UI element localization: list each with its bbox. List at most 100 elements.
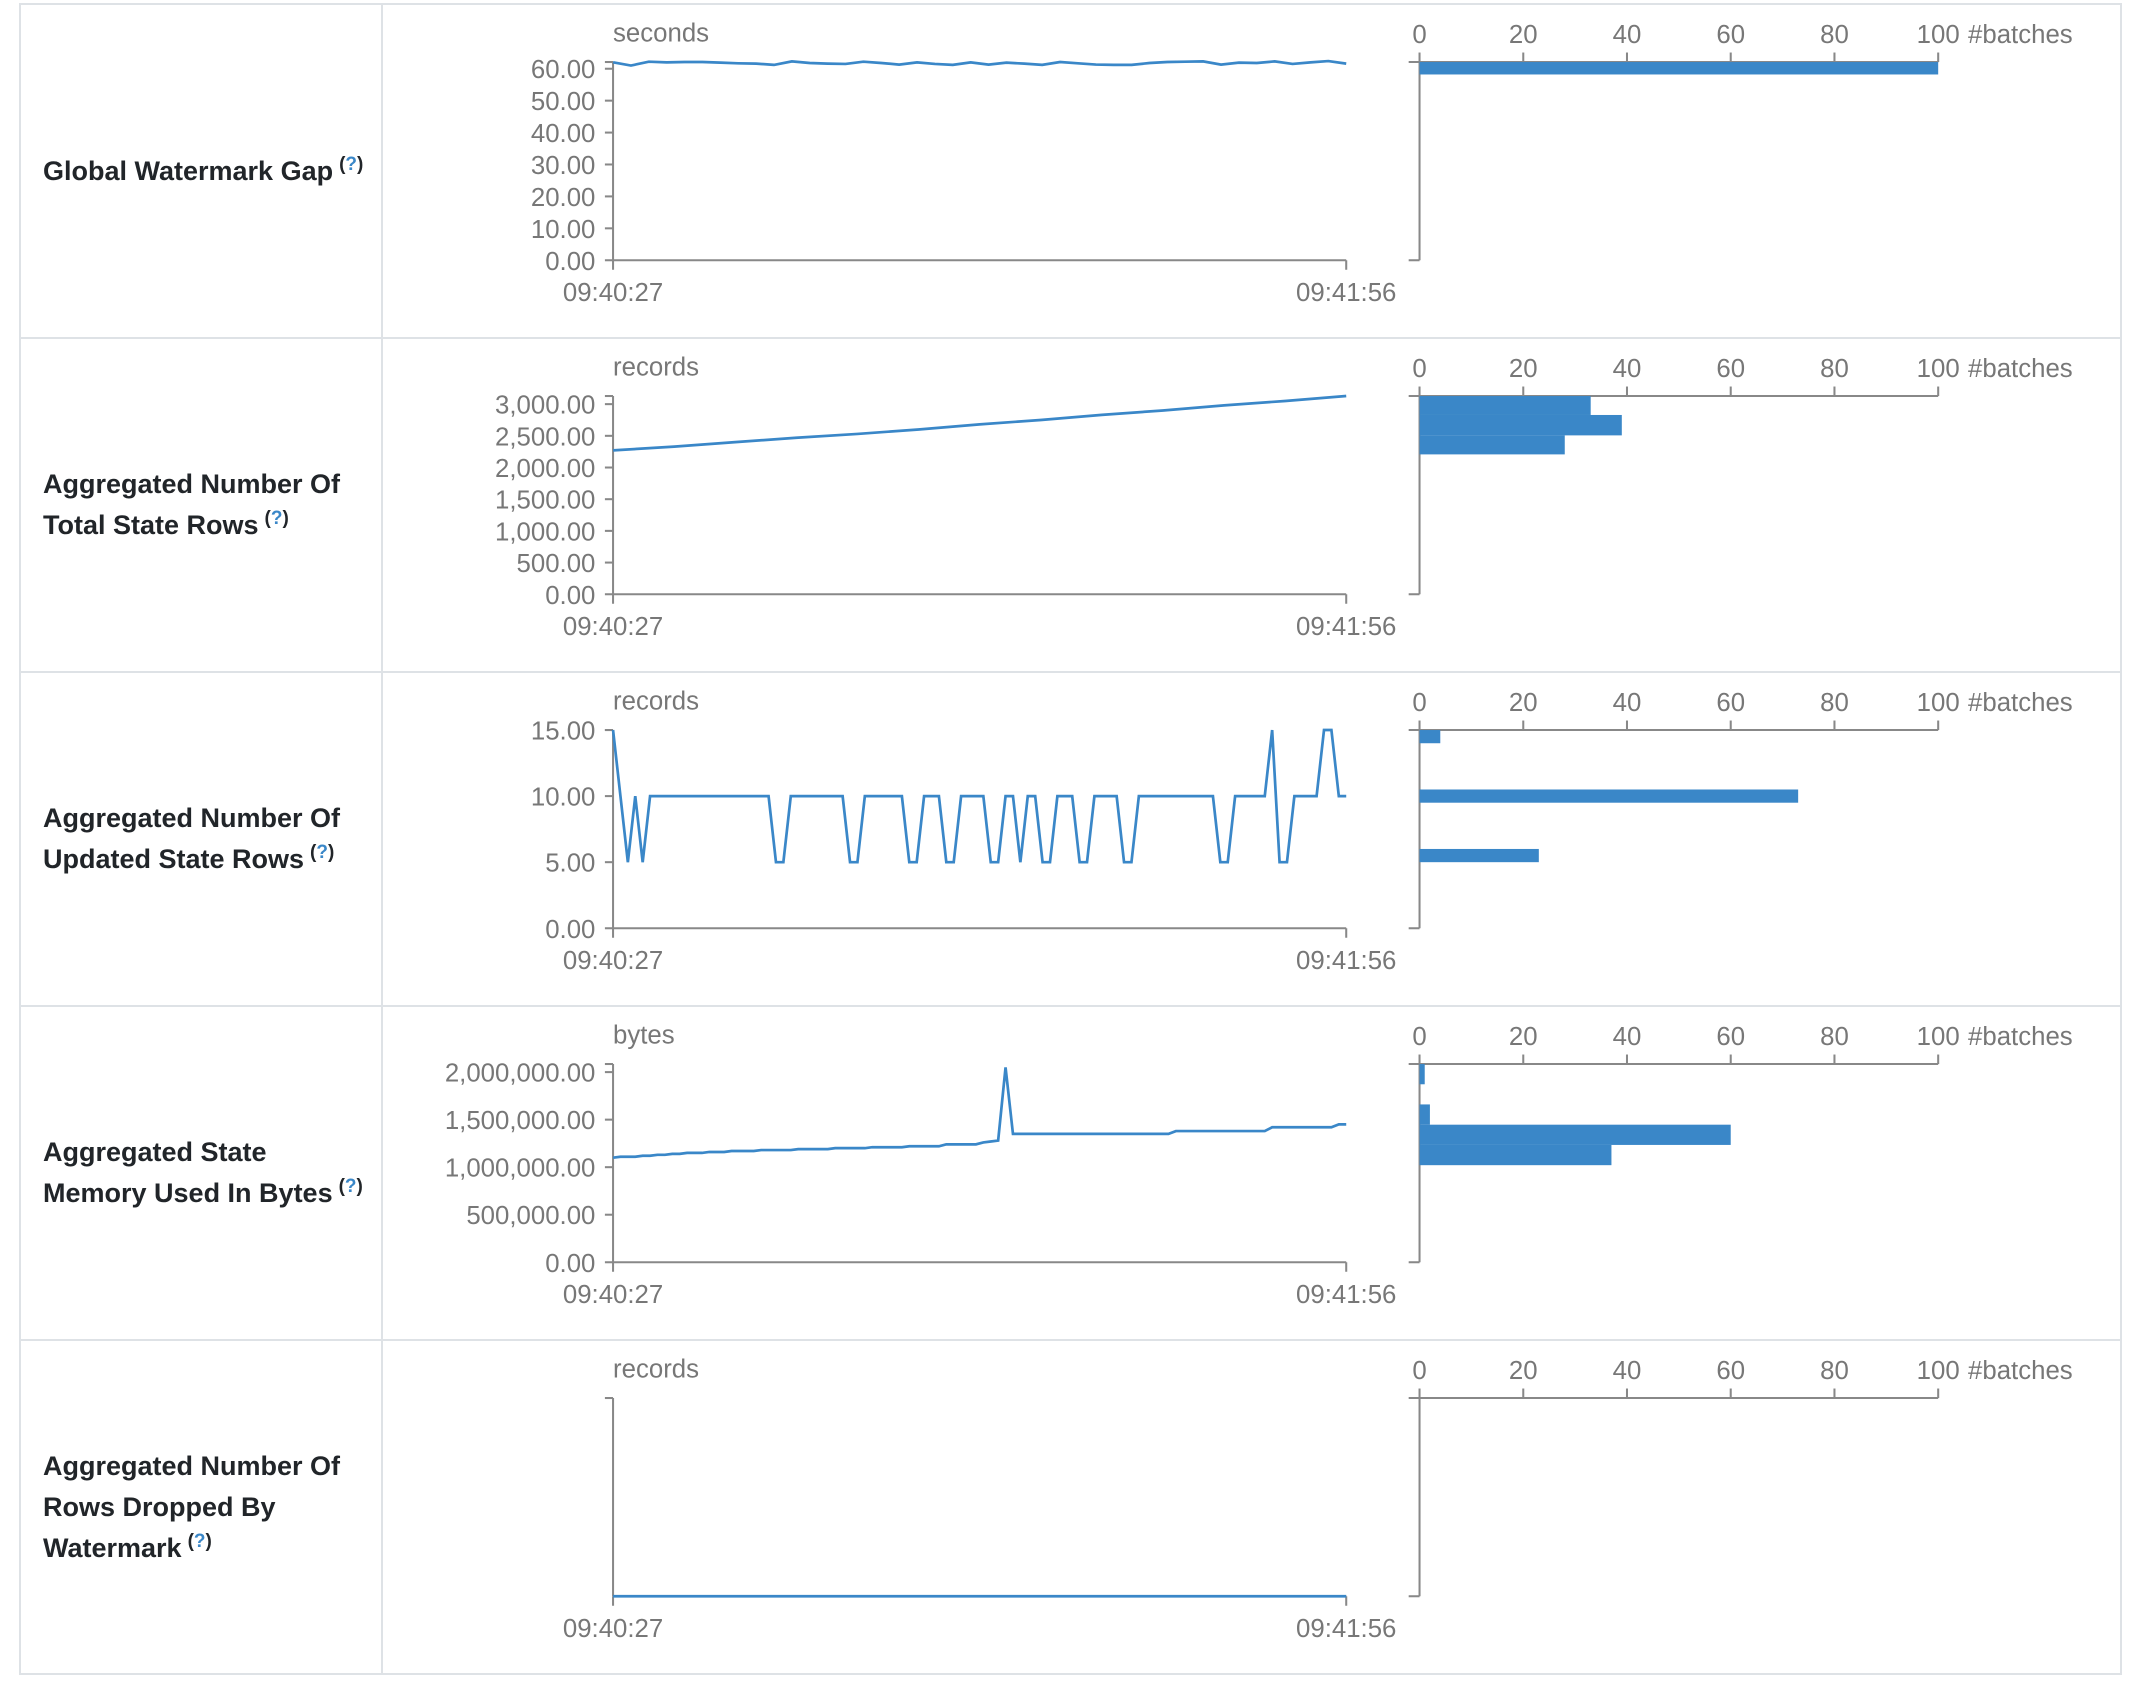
histogram-bar (1419, 414, 1622, 436)
histogram-x-tick-label: 40 (1613, 689, 1642, 717)
x-tick-label: 09:41:56 (1296, 613, 1396, 641)
metric-label-cell: Aggregated State Memory Used In Bytes (?) (21, 1007, 383, 1339)
y-tick-label: 50.00 (531, 88, 596, 116)
help-tooltip[interactable]: (?) (310, 842, 335, 863)
metric-title-text: Global Watermark Gap (43, 155, 334, 186)
metric-charts: records 09:40:27 09:41:56 0 20 40 60 80 100 #batc… (383, 1341, 2120, 1673)
x-tick-label: 09:41:56 (1296, 279, 1396, 307)
histogram-bar (1419, 435, 1565, 455)
histogram-x-tick-label: 60 (1716, 689, 1745, 717)
y-tick-label: 2,000,000.00 (445, 1060, 596, 1088)
histogram-x-tick-label: 20 (1509, 1357, 1538, 1385)
histogram-x-tick-label: 100 (1917, 1357, 1960, 1385)
y-axis-unit-label: records (613, 1356, 699, 1384)
histogram-bar (1419, 62, 1939, 75)
histogram-x-tick-label: 100 (1917, 1023, 1960, 1051)
histogram-x-tick-label: 60 (1716, 21, 1745, 49)
y-tick-label: 2,500.00 (495, 423, 595, 451)
histogram-x-tick-label: 80 (1820, 1023, 1849, 1051)
histogram-bar (1419, 789, 1799, 803)
metric-title: Aggregated Number Of Total State Rows (?) (43, 464, 373, 546)
histogram-bar (1419, 396, 1591, 415)
help-question-icon[interactable]: ? (193, 1530, 206, 1552)
histogram-x-tick-label: 0 (1412, 1357, 1426, 1385)
histogram-x-tick-label: 40 (1613, 1023, 1642, 1051)
metric-chart-svg: records 0.00 500.00 1,000.00 1,500.00 2,000.0… (495, 354, 2073, 641)
histogram-x-tick-label: 20 (1509, 689, 1538, 717)
help-tooltip[interactable]: (?) (339, 153, 364, 175)
metric-title: Global Watermark Gap (?) (43, 151, 373, 192)
metric-title: Aggregated Number Of Updated State Rows(… (43, 798, 373, 880)
histogram-bar (1419, 1064, 1425, 1085)
histogram-x-tick-label: 100 (1917, 21, 1960, 49)
histogram-x-tick-label: 100 (1917, 689, 1960, 717)
y-tick-label: 1,000,000.00 (445, 1155, 596, 1183)
histogram-bar (1419, 848, 1539, 863)
histogram-x-tick-label: 60 (1716, 355, 1745, 383)
y-tick-label: 1,000.00 (495, 518, 595, 546)
y-tick-label: 15.00 (531, 718, 596, 746)
metric-title: Aggregated Number Of Rows Dropped By Wat… (43, 1446, 373, 1569)
metric-title-text: Aggregated Number Of Total State Rows (43, 469, 341, 540)
help-tooltip[interactable]: (?) (338, 1176, 363, 1197)
series-line (612, 59, 1347, 67)
metric-chart-svg: seconds 0.00 10.00 20.00 30.00 40.00 50.00 60.0… (531, 20, 2073, 307)
streaming-statistics-table: Global Watermark Gap (?) seconds 0.00 10.00… (19, 3, 2122, 1675)
x-tick-label: 09:40:27 (563, 279, 663, 307)
x-tick-label: 09:40:27 (563, 1615, 663, 1643)
y-axis-unit-label: records (613, 354, 699, 382)
histogram-x-tick-label: 40 (1613, 355, 1642, 383)
help-question-icon[interactable]: ? (345, 153, 358, 175)
histogram-x-axis-label: #batches (1968, 21, 2073, 49)
histogram-x-tick-label: 80 (1820, 21, 1849, 49)
help-question-icon[interactable]: ? (344, 1176, 357, 1197)
metric-label-cell: Aggregated Number Of Updated State Rows(… (21, 673, 383, 1005)
histogram-x-tick-label: 80 (1820, 1357, 1849, 1385)
y-axis-unit-label: records (613, 688, 699, 716)
series-line (611, 728, 1347, 864)
y-axis-unit-label: seconds (613, 20, 709, 48)
histogram-x-tick-label: 80 (1820, 689, 1849, 717)
y-tick-label: 0.00 (545, 248, 595, 276)
histogram-x-tick-label: 0 (1412, 21, 1426, 49)
x-tick-label: 09:40:27 (563, 613, 663, 641)
metric-chart-svg: bytes 0.00 500,000.00 1,000,000.00 1,500,000… (445, 1022, 2073, 1309)
y-tick-label: 60.00 (531, 56, 596, 84)
histogram-x-tick-label: 40 (1613, 1357, 1642, 1385)
metric-row: Global Watermark Gap (?) seconds 0.00 10.00… (21, 5, 2120, 339)
metric-label-cell: Aggregated Number Of Rows Dropped By Wat… (21, 1341, 383, 1673)
y-axis-unit-label: bytes (613, 1022, 675, 1050)
y-tick-label: 30.00 (531, 152, 596, 180)
y-tick-label: 20.00 (531, 184, 596, 212)
metric-charts: records 0.00 5.00 10.00 15.00 09:40:27 09:41:5… (383, 673, 2120, 1005)
histogram-x-axis-label: #batches (1968, 355, 2073, 383)
metric-title-text: Aggregated State Memory Used In Bytes (43, 1137, 333, 1208)
metric-chart-svg: records 09:40:27 09:41:56 0 20 40 60 80 100 #batc… (563, 1356, 2073, 1643)
y-tick-label: 2,000.00 (495, 455, 595, 483)
y-tick-label: 500,000.00 (466, 1202, 595, 1230)
histogram-x-tick-label: 20 (1509, 355, 1538, 383)
help-tooltip[interactable]: (?) (264, 508, 289, 529)
metric-row: Aggregated Number Of Total State Rows (?)… (21, 339, 2120, 673)
histogram-bar (1419, 730, 1441, 744)
histogram-x-tick-label: 0 (1412, 355, 1426, 383)
y-tick-label: 500.00 (517, 550, 596, 578)
y-tick-label: 1,500,000.00 (445, 1107, 596, 1135)
histogram-x-tick-label: 60 (1716, 1357, 1745, 1385)
y-tick-label: 10.00 (531, 216, 596, 244)
histogram-bar (1419, 1104, 1430, 1125)
metric-label-cell: Aggregated Number Of Total State Rows (?) (21, 339, 383, 671)
help-tooltip[interactable]: (?) (187, 1530, 212, 1552)
series-line (612, 394, 1347, 452)
metric-chart-svg: records 0.00 5.00 10.00 15.00 09:40:27 09:41:5… (531, 688, 2073, 975)
metric-charts: bytes 0.00 500,000.00 1,000,000.00 1,500,000… (383, 1007, 2120, 1339)
histogram-bar (1419, 1144, 1612, 1166)
help-question-icon[interactable]: ? (316, 842, 328, 863)
histogram-x-tick-label: 40 (1613, 21, 1642, 49)
y-tick-label: 1,500.00 (495, 487, 595, 515)
help-question-icon[interactable]: ? (270, 508, 283, 529)
histogram-x-tick-label: 0 (1412, 689, 1426, 717)
histogram-bar (1419, 1124, 1731, 1145)
metric-title-text: Aggregated Number Of Rows Dropped By Wat… (43, 1450, 341, 1563)
y-tick-label: 0.00 (545, 1250, 595, 1278)
